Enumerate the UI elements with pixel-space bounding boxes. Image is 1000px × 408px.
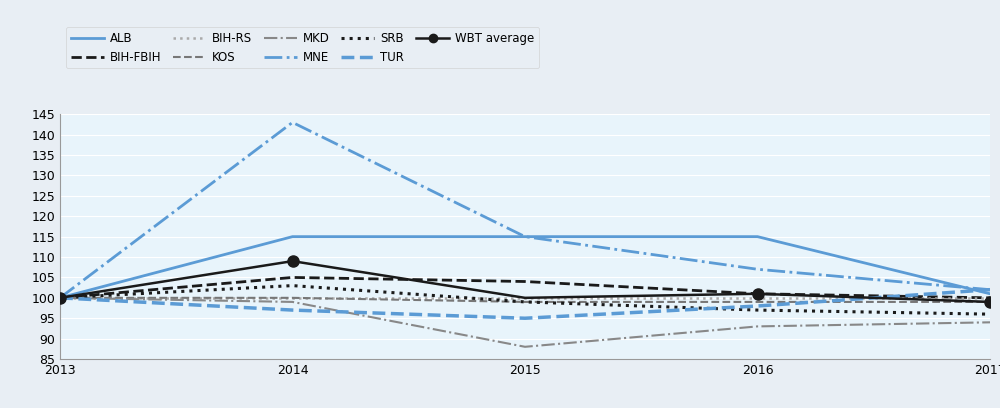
Legend: ALB, BIH-FBIH, BIH-RS, KOS, MKD, MNE, SRB, TUR, WBT average: ALB, BIH-FBIH, BIH-RS, KOS, MKD, MNE, SR… bbox=[66, 27, 539, 69]
